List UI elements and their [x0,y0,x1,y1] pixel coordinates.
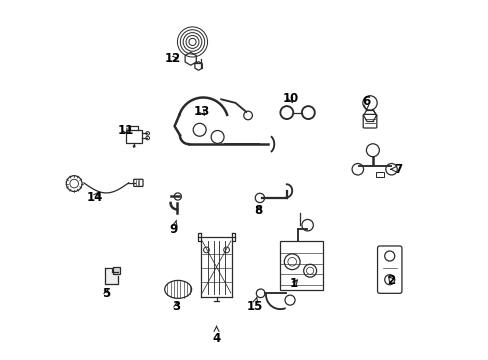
FancyBboxPatch shape [377,246,401,293]
Text: 7: 7 [390,163,402,176]
Text: 15: 15 [246,297,262,313]
FancyBboxPatch shape [376,172,383,177]
FancyBboxPatch shape [363,114,376,128]
Text: 13: 13 [194,105,210,118]
FancyBboxPatch shape [133,179,142,186]
Text: 2: 2 [386,274,395,287]
Text: 11: 11 [117,124,133,137]
Text: 9: 9 [169,220,178,236]
FancyBboxPatch shape [126,130,142,143]
Text: 10: 10 [282,92,298,105]
Polygon shape [104,267,118,284]
Text: 1: 1 [289,278,298,291]
Text: 4: 4 [212,326,220,345]
Text: 6: 6 [362,95,370,111]
Text: 8: 8 [254,204,263,217]
Text: 14: 14 [86,192,102,204]
FancyBboxPatch shape [112,267,120,274]
FancyBboxPatch shape [279,241,322,290]
Circle shape [133,145,135,147]
Text: 3: 3 [172,300,180,313]
Text: 5: 5 [102,287,110,300]
Text: 12: 12 [164,52,181,65]
